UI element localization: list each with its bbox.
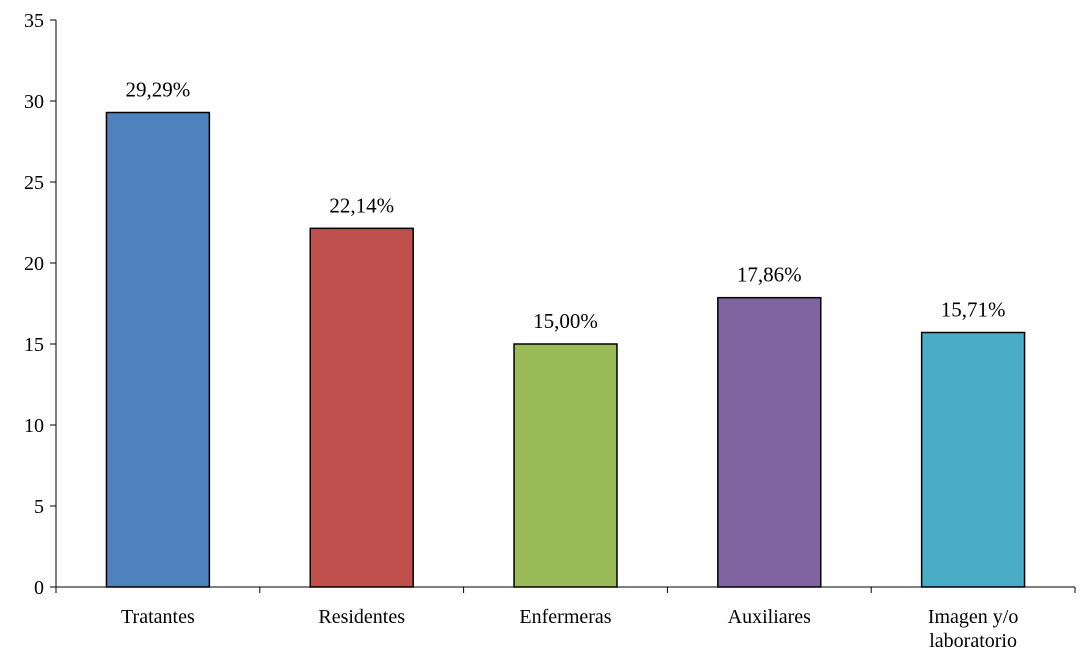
- y-tick-label: 0: [34, 577, 44, 599]
- y-tick-label: 15: [24, 334, 44, 356]
- x-category-label: Auxiliares: [728, 606, 812, 628]
- data-label: 29,29%: [126, 78, 191, 102]
- data-label: 15,71%: [941, 297, 1006, 321]
- data-label: 17,86%: [737, 263, 802, 287]
- y-tick-label: 30: [24, 91, 44, 113]
- x-category-label: Tratantes: [121, 606, 195, 628]
- x-category-label-line: Imagen y/o: [928, 606, 1019, 628]
- y-tick-label: 10: [24, 415, 44, 437]
- x-axis: Tratantes Residentes Enfermeras Auxiliares I…: [55, 586, 1076, 652]
- bar-tratantes: [105, 111, 211, 588]
- x-category-label-line: Residentes: [318, 606, 405, 628]
- x-category-label: Residentes: [318, 606, 405, 628]
- bar-auxiliares: [717, 296, 822, 588]
- x-category-label-line: Auxiliares: [728, 606, 812, 628]
- x-category-label: Enfermeras: [519, 606, 611, 628]
- data-labels: 29,29% 22,14% 15,00% 17,86% 15,71%: [126, 78, 1006, 333]
- data-label: 15,00%: [533, 309, 598, 333]
- y-tick-label: 20: [24, 253, 44, 275]
- y-axis: 0 5 10 15 20 25 30 35: [24, 10, 57, 599]
- bar-residentes: [309, 227, 414, 588]
- y-tick-label: 25: [24, 172, 44, 194]
- bar-imagen-y-o-laboratorio: [920, 331, 1026, 588]
- x-category-label-line: laboratorio: [929, 630, 1017, 652]
- bars: [105, 111, 1026, 588]
- x-category-label-line: Tratantes: [121, 606, 195, 628]
- data-label: 22,14%: [329, 193, 394, 217]
- x-category-label-line: Enfermeras: [519, 606, 611, 628]
- x-category-label: Imagen y/o laboratorio: [928, 606, 1019, 652]
- y-tick-label: 5: [34, 496, 44, 518]
- bar-enfermeras: [513, 343, 618, 588]
- y-tick-label: 35: [24, 10, 44, 32]
